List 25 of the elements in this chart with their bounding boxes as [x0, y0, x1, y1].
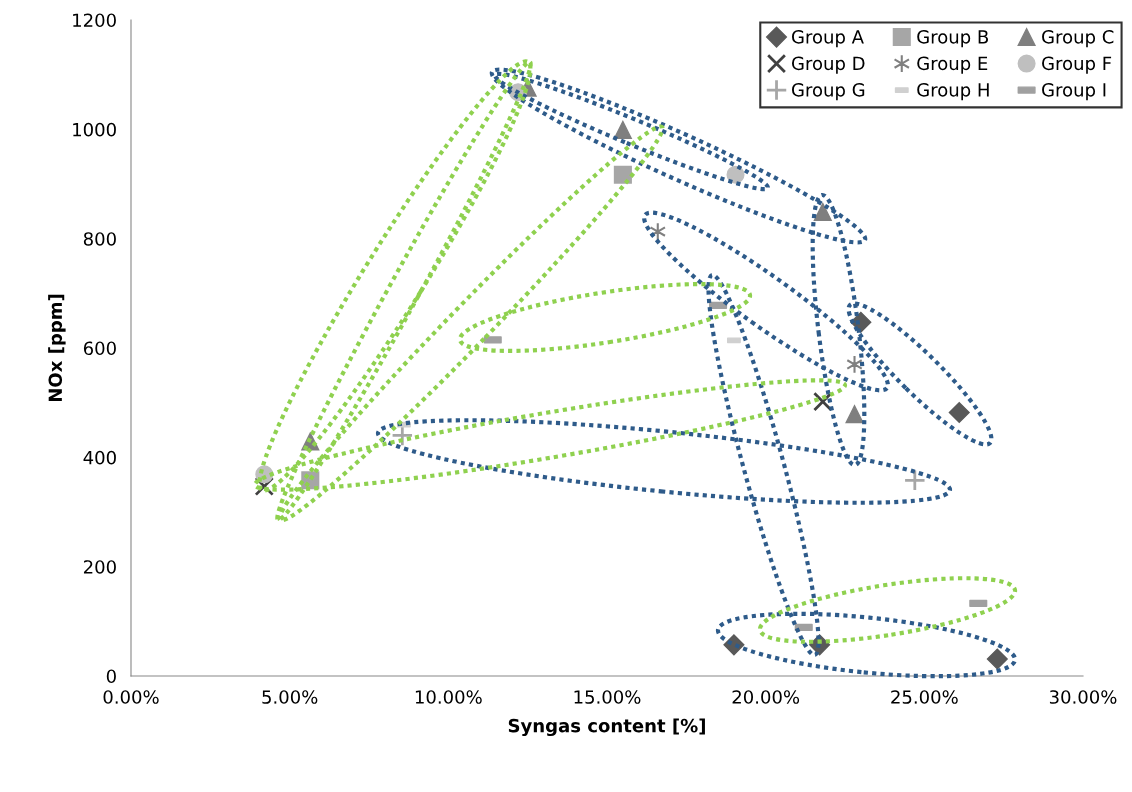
legend-label: Group H	[917, 83, 989, 101]
legend-label: Group A	[791, 30, 864, 48]
y-tick-label: 600	[83, 341, 116, 356]
x-tick-label: 5.00%	[262, 690, 318, 704]
legend-label: Group E	[917, 56, 988, 74]
y-tick-label: 1000	[73, 122, 116, 137]
legend-label: Group D	[791, 56, 865, 74]
x-tick-label: 20.00%	[732, 690, 800, 704]
x-tick-label: 25.00%	[891, 690, 958, 704]
y-tick-label: 0	[106, 669, 116, 684]
x-axis-title: Syngas content [%]	[508, 718, 705, 737]
y-tick-label: 800	[83, 232, 116, 246]
x-tick-label: 0.00%	[103, 690, 159, 704]
x-tick-label: 15.00%	[574, 690, 641, 704]
legend-label: Group I	[1042, 83, 1106, 101]
x-tick-label: 30.00%	[1049, 690, 1117, 704]
legend-label: Group B	[917, 30, 989, 48]
x-tick-label: 10.00%	[415, 690, 482, 704]
y-axis-title: NOx [ppm]	[48, 294, 66, 402]
y-tick-label: 1200	[73, 13, 116, 28]
y-tick-label: 400	[83, 450, 116, 465]
legend-label: Group C	[1042, 30, 1114, 48]
y-tick-label: 200	[83, 560, 116, 574]
legend-label: Group G	[791, 83, 865, 101]
legend-label: Group F	[1042, 56, 1112, 74]
